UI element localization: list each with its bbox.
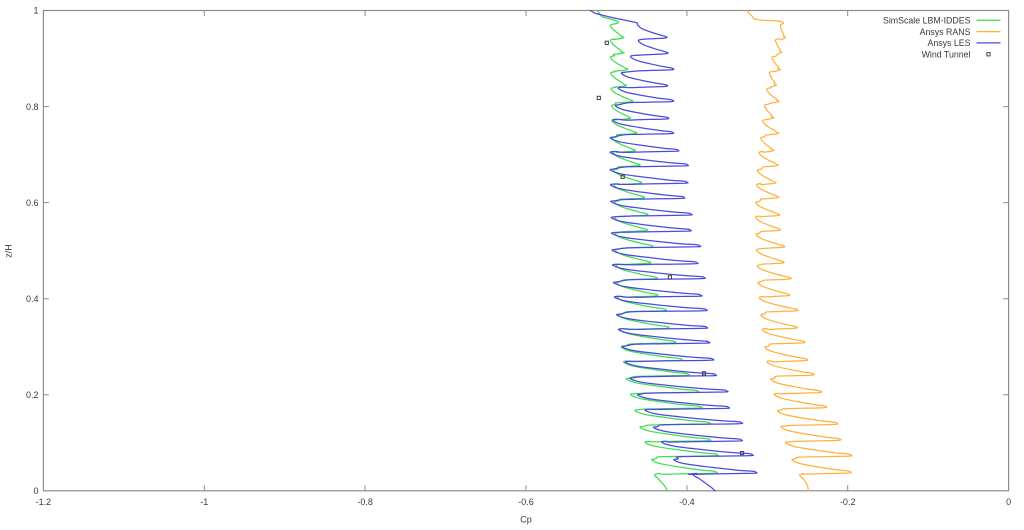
svg-text:-1.2: -1.2	[36, 497, 52, 507]
svg-text:-1: -1	[200, 497, 208, 507]
svg-text:-0.8: -0.8	[357, 497, 373, 507]
svg-text:Ansys RANS: Ansys RANS	[920, 27, 971, 37]
svg-text:0.6: 0.6	[26, 198, 39, 208]
svg-text:-0.4: -0.4	[679, 497, 695, 507]
svg-text:0.8: 0.8	[26, 102, 39, 112]
svg-text:Ansys LES: Ansys LES	[927, 38, 970, 48]
svg-text:Wind Tunnel: Wind Tunnel	[922, 50, 971, 60]
svg-text:z/H: z/H	[4, 244, 14, 258]
svg-text:-0.6: -0.6	[518, 497, 534, 507]
svg-text:0.4: 0.4	[26, 294, 39, 304]
svg-text:1: 1	[33, 6, 38, 16]
svg-text:0.2: 0.2	[26, 390, 39, 400]
svg-text:Cp: Cp	[520, 515, 532, 525]
svg-text:0: 0	[1006, 497, 1011, 507]
svg-text:SimScale LBM-IDDES: SimScale LBM-IDDES	[883, 15, 971, 25]
svg-text:0: 0	[33, 486, 38, 496]
svg-text:-0.2: -0.2	[840, 497, 856, 507]
